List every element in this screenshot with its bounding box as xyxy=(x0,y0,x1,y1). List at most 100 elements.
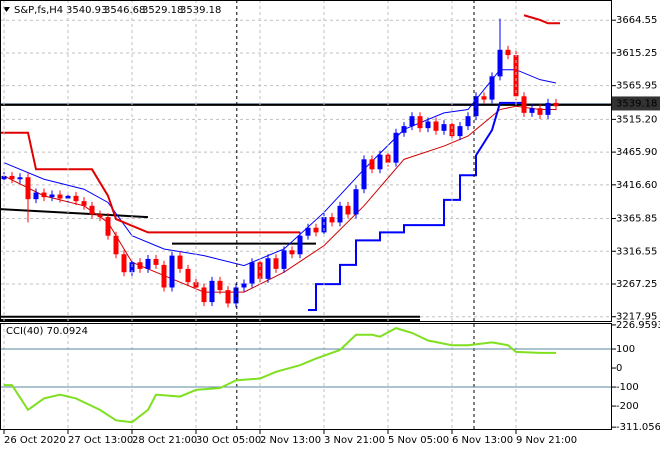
candle-body xyxy=(113,235,119,255)
candle-body xyxy=(89,205,95,215)
x-tick-label: 9 Nov 21:00 xyxy=(516,435,577,446)
candle-body xyxy=(441,124,447,131)
candle-body xyxy=(225,290,231,304)
candle-body xyxy=(1,175,7,180)
candle-body xyxy=(353,189,359,215)
y-tick-label: -311.0563 xyxy=(616,422,660,433)
candle-body xyxy=(97,214,103,218)
candle-body xyxy=(529,108,535,113)
candle-body xyxy=(201,287,207,303)
candle-body xyxy=(185,268,191,283)
bid-label: 3539.18 xyxy=(616,98,657,109)
bid-box xyxy=(612,96,660,111)
candle-body xyxy=(241,283,247,288)
y-tick-label: 226.9593 xyxy=(616,320,660,331)
x-tick-label: 28 Oct 21:00 xyxy=(132,435,197,446)
candle-body xyxy=(153,258,159,265)
header-open: 3540.93 xyxy=(66,5,107,16)
candle-body xyxy=(249,262,255,284)
candle-body xyxy=(481,96,487,100)
y-tick-label: 3217.95 xyxy=(616,312,657,323)
x-tick-label: 6 Nov 13:00 xyxy=(452,435,513,446)
x-tick-label: 27 Oct 13:00 xyxy=(68,435,133,446)
y-tick-label: 0 xyxy=(616,363,622,374)
x-tick-label: 3 Nov 21:00 xyxy=(324,435,385,446)
candle-body xyxy=(401,126,407,133)
panel-frame xyxy=(0,0,612,322)
y-tick-label: 3465.90 xyxy=(616,147,657,158)
candle-body xyxy=(233,287,239,304)
candle-body xyxy=(177,255,183,269)
y-tick-label: -200 xyxy=(616,401,639,412)
y-tick-label: 3515.20 xyxy=(616,114,657,125)
x-tick-label: 30 Oct 05:00 xyxy=(196,435,261,446)
candle-body xyxy=(17,177,23,180)
candle-body xyxy=(345,205,351,215)
indicator-line xyxy=(523,14,560,25)
candle-body xyxy=(129,262,135,273)
y-tick-label: 3316.55 xyxy=(616,246,657,257)
candle-body xyxy=(497,49,503,77)
candle-body xyxy=(377,154,383,170)
candle-body xyxy=(25,177,31,200)
candle-body xyxy=(209,280,215,303)
candle-body xyxy=(545,102,551,115)
candle-body xyxy=(41,192,47,198)
candle-body xyxy=(281,250,287,269)
candle-body xyxy=(361,159,367,190)
header-close: 3539.18 xyxy=(180,5,221,16)
candle-body xyxy=(273,258,279,269)
y-tick-label: -100 xyxy=(616,382,639,393)
header-low: 3529.18 xyxy=(142,5,183,16)
level-line xyxy=(0,208,149,219)
panel-frame xyxy=(0,323,612,430)
cci-line xyxy=(4,327,556,424)
indicator-line xyxy=(0,131,300,234)
candle-body xyxy=(169,255,175,288)
candle-body xyxy=(393,132,399,163)
menu-arrow[interactable] xyxy=(3,7,10,12)
candle-body xyxy=(473,96,479,117)
candle-body xyxy=(513,55,519,97)
candle-body xyxy=(489,76,495,100)
candle-body xyxy=(137,262,143,269)
candle-body xyxy=(81,201,87,206)
y-tick-label: 3664.55 xyxy=(616,15,657,26)
candle-body xyxy=(305,227,311,236)
candle-body xyxy=(121,254,127,273)
candle-body xyxy=(33,192,39,200)
candle-body xyxy=(337,205,343,223)
symbol: S&P,fs,H4 xyxy=(14,5,63,16)
candle-body xyxy=(505,49,511,56)
candle-body xyxy=(217,280,223,291)
candle-body xyxy=(329,217,335,223)
y-tick-label: 3565.95 xyxy=(616,81,657,92)
candle-body xyxy=(433,121,439,131)
candle-body xyxy=(521,96,527,113)
y-tick-label: 3365.85 xyxy=(616,214,657,225)
candle-body xyxy=(553,102,559,107)
candle-body xyxy=(73,195,79,202)
candle-body xyxy=(161,264,167,288)
candle-body xyxy=(449,124,455,137)
x-tick-label: 5 Nov 05:00 xyxy=(388,435,449,446)
header-high: 3546.68 xyxy=(104,5,145,16)
panel xyxy=(0,327,612,424)
candle-body xyxy=(537,108,543,115)
candle-body xyxy=(313,227,319,233)
indicator-title: CCI(40) 70.0924 xyxy=(6,326,88,337)
candle-body xyxy=(105,217,111,236)
candle-body xyxy=(265,258,271,279)
x-tick-label: 26 Oct 2020 xyxy=(4,435,66,446)
candle-body xyxy=(49,194,55,198)
candle-body xyxy=(457,126,463,137)
candle-body xyxy=(9,175,15,180)
y-tick-label: 3267.25 xyxy=(616,279,657,290)
candle-body xyxy=(297,235,303,255)
candle-body xyxy=(369,159,375,170)
y-tick-label: 100 xyxy=(616,344,635,355)
candle-body xyxy=(417,116,423,129)
candle-body xyxy=(289,250,295,255)
